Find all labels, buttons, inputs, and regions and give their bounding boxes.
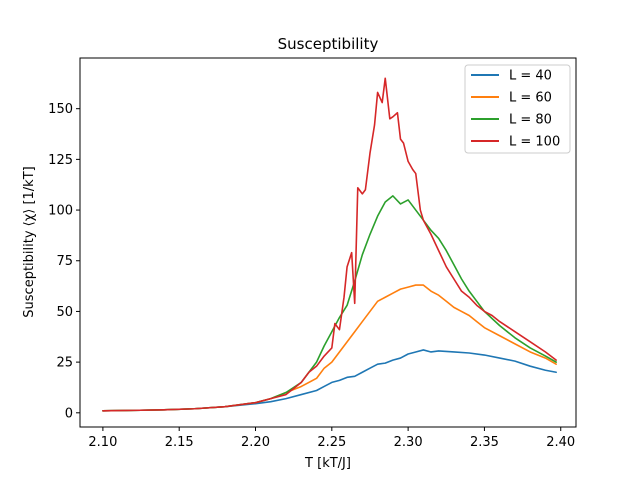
plot-frame (79, 57, 577, 428)
legend-box (464, 64, 571, 154)
x-tick-label: 2.40 (546, 435, 575, 450)
y-tick-label: 75 (56, 254, 73, 269)
x-tick-label: 2.30 (394, 435, 423, 450)
series-line-l-40 (102, 349, 557, 412)
chart-title: Susceptibility (278, 35, 379, 53)
series-line-l-60 (102, 284, 557, 412)
legend-label: L = 60 (509, 91, 552, 106)
x-axis-label: T [kT/J] (304, 456, 351, 471)
y-axis-label: Susceptibility ⟨χ⟩ [1/kT] (22, 166, 37, 317)
x-tick-label: 2.25 (317, 435, 346, 450)
plot-area (102, 77, 557, 412)
x-tick-label: 2.15 (165, 435, 194, 450)
x-tick-label: 2.20 (241, 435, 270, 450)
legend: L = 40 L = 60 L = 80 L = 100 (464, 64, 571, 154)
y-tick-label: 125 (48, 153, 73, 168)
y-tick-label: 150 (48, 102, 73, 117)
series-line-l-80 (102, 195, 557, 412)
x-tick-label: 2.10 (88, 435, 117, 450)
legend-label: L = 40 (509, 69, 552, 84)
x-tick-label: 2.35 (470, 435, 499, 450)
legend-label: L = 80 (509, 113, 552, 128)
y-tick-label: 0 (65, 406, 73, 421)
series-line-l-100 (102, 77, 557, 412)
y-tick-label: 50 (56, 305, 73, 320)
y-tick-label: 100 (48, 204, 73, 219)
y-tick-label: 25 (56, 356, 73, 371)
legend-label: L = 100 (509, 135, 560, 150)
